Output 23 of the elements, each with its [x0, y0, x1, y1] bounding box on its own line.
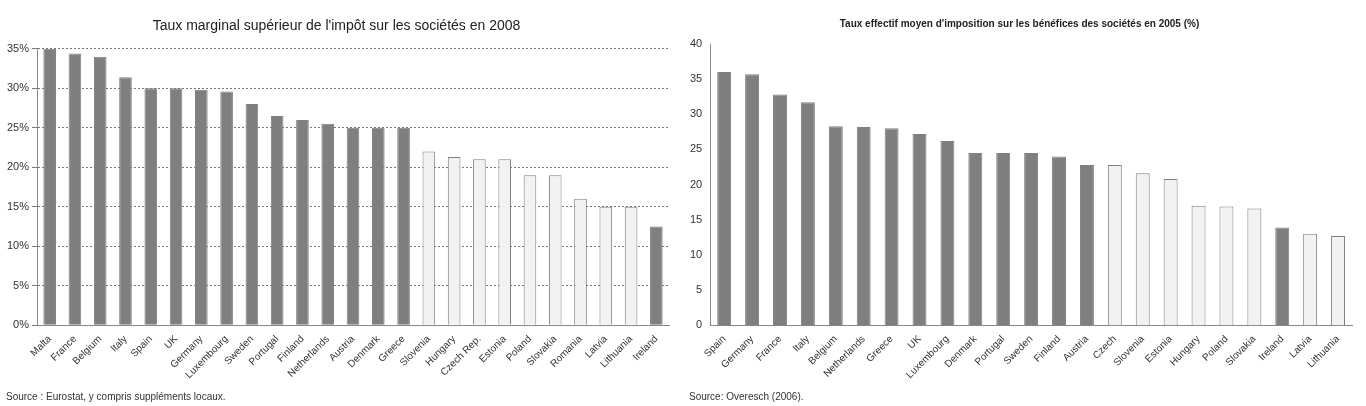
y-tick-label: 15%	[6, 199, 30, 212]
y-tick-label: 10%	[6, 239, 30, 252]
y-tick-label: 15	[689, 212, 703, 225]
y-tick-label: 35	[689, 72, 703, 85]
y-tick-label: 30%	[6, 81, 30, 94]
y-tick-label: 5	[696, 283, 703, 296]
y-tick-label: 20	[689, 177, 703, 190]
y-tick-label: 5%	[13, 278, 30, 291]
y-tick-label: 0	[696, 318, 703, 331]
y-tick-label: 20%	[6, 160, 30, 173]
x-tick-label: Italy	[790, 333, 812, 354]
x-tick-label: Italy	[108, 333, 129, 354]
y-tick-label: 35%	[6, 41, 30, 54]
source-note: Source: Overesch (2006).	[689, 391, 804, 402]
y-tick-label: 25	[689, 142, 703, 155]
y-tick-label: 25%	[6, 120, 30, 133]
y-tick-label: 40	[689, 37, 703, 50]
y-tick-label: 30	[689, 107, 703, 120]
y-tick-label: 10	[689, 247, 703, 260]
chart-title: Taux marginal supérieur de l'impôt sur les sociétés en 2008	[152, 17, 521, 34]
source-note: Source : Eurostat, y compris suppléments locaux.	[6, 391, 226, 402]
chart-title: Taux effectif moyen d'imposition sur les bénéfices des sociétés en 2005 (%)	[839, 17, 1200, 29]
y-tick-label: 0%	[13, 318, 30, 331]
